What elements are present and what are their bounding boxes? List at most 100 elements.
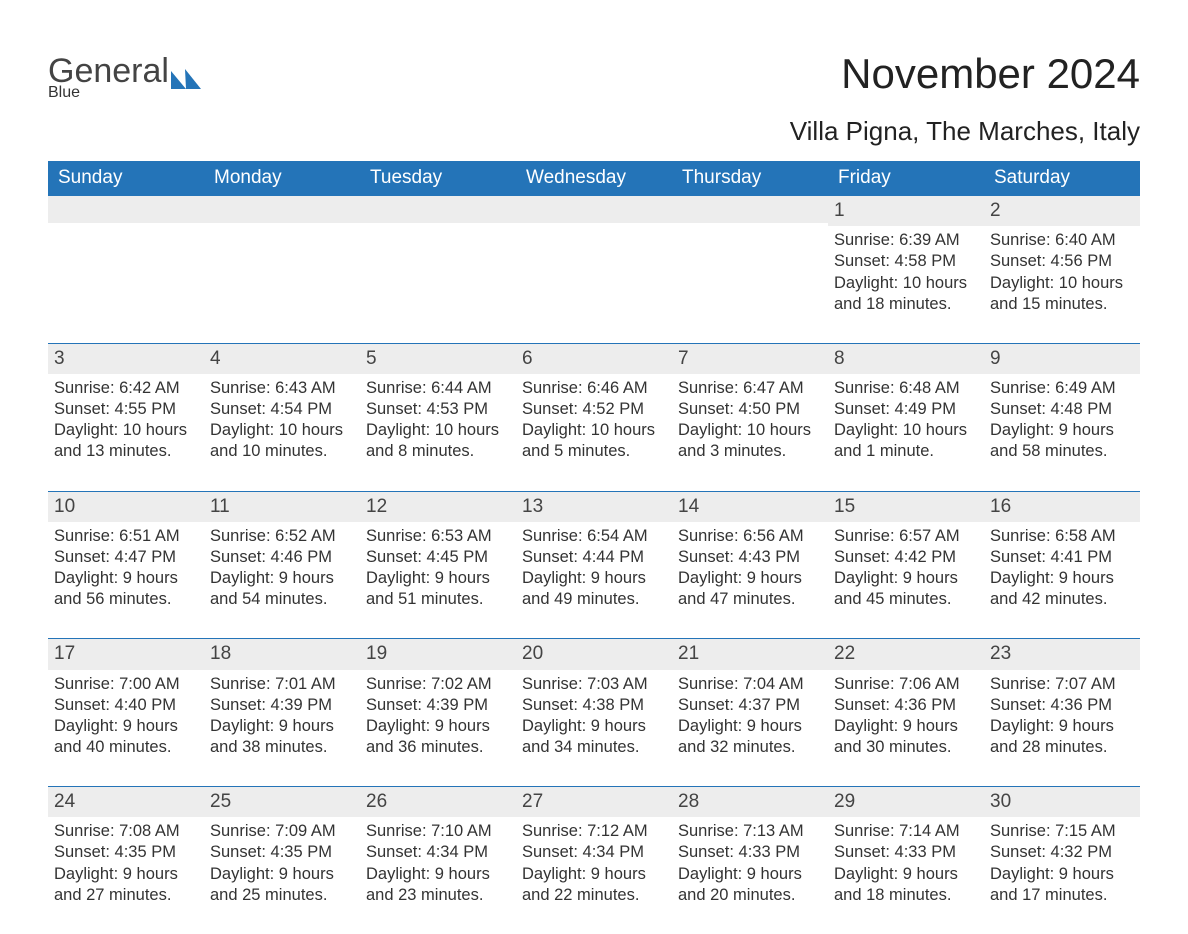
month-title: November 2024 bbox=[841, 50, 1140, 98]
day-details: Sunrise: 7:09 AMSunset: 4:35 PMDaylight:… bbox=[210, 821, 352, 905]
sunrise-text: Sunrise: 6:54 AM bbox=[522, 526, 664, 547]
day-details: Sunrise: 6:52 AMSunset: 4:46 PMDaylight:… bbox=[210, 526, 352, 610]
daylight-text: Daylight: 10 hours and 10 minutes. bbox=[210, 420, 352, 462]
brand-logo: General Blue bbox=[48, 50, 201, 102]
daylight-text: Daylight: 9 hours and 47 minutes. bbox=[678, 568, 820, 610]
calendar-week-row: 17Sunrise: 7:00 AMSunset: 4:40 PMDayligh… bbox=[48, 639, 1140, 787]
daylight-text: Daylight: 9 hours and 45 minutes. bbox=[834, 568, 976, 610]
calendar-week-row: 3 Sunrise: 6:42 AMSunset: 4:55 PMDaylight… bbox=[48, 343, 1140, 491]
day-number: 10 bbox=[48, 492, 204, 522]
sunset-text: Sunset: 4:36 PM bbox=[990, 695, 1132, 716]
daylight-text: Daylight: 9 hours and 25 minutes. bbox=[210, 864, 352, 906]
calendar-day-cell: 6Sunrise: 6:46 AMSunset: 4:52 PMDaylight… bbox=[516, 343, 672, 491]
daylight-text: Daylight: 9 hours and 51 minutes. bbox=[366, 568, 508, 610]
empty-day bbox=[360, 196, 516, 223]
day-number: 26 bbox=[360, 787, 516, 817]
empty-day bbox=[672, 196, 828, 223]
day-number: 16 bbox=[984, 492, 1140, 522]
day-number: 7 bbox=[672, 344, 828, 374]
sunset-text: Sunset: 4:50 PM bbox=[678, 399, 820, 420]
day-details: Sunrise: 6:44 AMSunset: 4:53 PMDaylight:… bbox=[366, 378, 508, 462]
day-number: 9 bbox=[984, 344, 1140, 374]
day-number: 3 bbox=[48, 344, 204, 374]
calendar-day-cell: 12Sunrise: 6:53 AMSunset: 4:45 PMDayligh… bbox=[360, 491, 516, 639]
daylight-text: Daylight: 9 hours and 34 minutes. bbox=[522, 716, 664, 758]
day-details: Sunrise: 7:10 AMSunset: 4:34 PMDaylight:… bbox=[366, 821, 508, 905]
daylight-text: Daylight: 9 hours and 32 minutes. bbox=[678, 716, 820, 758]
calendar-day-cell: 22 Sunrise: 7:06 AMSunset: 4:36 PMDayligh… bbox=[828, 639, 984, 787]
sunset-text: Sunset: 4:37 PM bbox=[678, 695, 820, 716]
calendar-day-cell: 27Sunrise: 7:12 AMSunset: 4:34 PMDayligh… bbox=[516, 787, 672, 934]
location-title: Villa Pigna, The Marches, Italy bbox=[48, 116, 1140, 147]
calendar-day-cell: 21Sunrise: 7:04 AMSunset: 4:37 PMDayligh… bbox=[672, 639, 828, 787]
daylight-text: Daylight: 10 hours and 1 minute. bbox=[834, 420, 976, 462]
calendar-day-cell: 28Sunrise: 7:13 AMSunset: 4:33 PMDayligh… bbox=[672, 787, 828, 934]
day-details: Sunrise: 6:56 AMSunset: 4:43 PMDaylight:… bbox=[678, 526, 820, 610]
calendar-table: SundayMondayTuesdayWednesdayThursdayFrid… bbox=[48, 161, 1140, 934]
sunrise-text: Sunrise: 7:06 AM bbox=[834, 674, 976, 695]
daylight-text: Daylight: 9 hours and 20 minutes. bbox=[678, 864, 820, 906]
sunrise-text: Sunrise: 6:40 AM bbox=[990, 230, 1132, 251]
brand-text-general: General bbox=[48, 54, 169, 88]
day-details: Sunrise: 6:39 AMSunset: 4:58 PMDaylight:… bbox=[834, 230, 976, 314]
day-details: Sunrise: 7:01 AMSunset: 4:39 PMDaylight:… bbox=[210, 674, 352, 758]
day-number: 13 bbox=[516, 492, 672, 522]
calendar-day-cell bbox=[204, 196, 360, 343]
sunrise-text: Sunrise: 6:56 AM bbox=[678, 526, 820, 547]
sunrise-text: Sunrise: 7:13 AM bbox=[678, 821, 820, 842]
empty-day bbox=[516, 196, 672, 223]
sunset-text: Sunset: 4:58 PM bbox=[834, 251, 976, 272]
sunset-text: Sunset: 4:34 PM bbox=[366, 842, 508, 863]
sunrise-text: Sunrise: 7:03 AM bbox=[522, 674, 664, 695]
calendar-day-cell: 19Sunrise: 7:02 AMSunset: 4:39 PMDayligh… bbox=[360, 639, 516, 787]
day-number: 8 bbox=[828, 344, 984, 374]
daylight-text: Daylight: 9 hours and 17 minutes. bbox=[990, 864, 1132, 906]
day-details: Sunrise: 7:06 AMSunset: 4:36 PMDaylight:… bbox=[834, 674, 976, 758]
daylight-text: Daylight: 10 hours and 5 minutes. bbox=[522, 420, 664, 462]
sunrise-text: Sunrise: 7:10 AM bbox=[366, 821, 508, 842]
sunset-text: Sunset: 4:33 PM bbox=[834, 842, 976, 863]
calendar-day-cell: 26 Sunrise: 7:10 AMSunset: 4:34 PMDayligh… bbox=[360, 787, 516, 934]
sunrise-text: Sunrise: 7:14 AM bbox=[834, 821, 976, 842]
sunrise-text: Sunrise: 6:53 AM bbox=[366, 526, 508, 547]
calendar-day-cell: 13Sunrise: 6:54 AMSunset: 4:44 PMDayligh… bbox=[516, 491, 672, 639]
day-number: 4 bbox=[204, 344, 360, 374]
day-number: 28 bbox=[672, 787, 828, 817]
sunrise-text: Sunrise: 7:02 AM bbox=[366, 674, 508, 695]
calendar-day-cell: 8 Sunrise: 6:48 AMSunset: 4:49 PMDaylight… bbox=[828, 343, 984, 491]
header: General Blue November 2024 bbox=[48, 50, 1140, 102]
daylight-text: Daylight: 9 hours and 42 minutes. bbox=[990, 568, 1132, 610]
day-number: 30 bbox=[984, 787, 1140, 817]
calendar-day-cell: 23Sunrise: 7:07 AMSunset: 4:36 PMDayligh… bbox=[984, 639, 1140, 787]
daylight-text: Daylight: 9 hours and 58 minutes. bbox=[990, 420, 1132, 462]
calendar-day-cell: 16 Sunrise: 6:58 AMSunset: 4:41 PMDayligh… bbox=[984, 491, 1140, 639]
day-details: Sunrise: 7:03 AMSunset: 4:38 PMDaylight:… bbox=[522, 674, 664, 758]
daylight-text: Daylight: 9 hours and 40 minutes. bbox=[54, 716, 196, 758]
calendar-day-cell: 7Sunrise: 6:47 AMSunset: 4:50 PMDaylight… bbox=[672, 343, 828, 491]
dayname-header: Thursday bbox=[672, 161, 828, 196]
day-details: Sunrise: 6:42 AMSunset: 4:55 PMDaylight:… bbox=[54, 378, 196, 462]
day-number: 18 bbox=[204, 639, 360, 669]
sunset-text: Sunset: 4:44 PM bbox=[522, 547, 664, 568]
day-number: 22 bbox=[828, 639, 984, 669]
day-number: 12 bbox=[360, 492, 516, 522]
flag-icon bbox=[171, 61, 201, 85]
sunset-text: Sunset: 4:49 PM bbox=[834, 399, 976, 420]
calendar-day-cell: 14Sunrise: 6:56 AMSunset: 4:43 PMDayligh… bbox=[672, 491, 828, 639]
day-details: Sunrise: 6:58 AMSunset: 4:41 PMDaylight:… bbox=[990, 526, 1132, 610]
sunrise-text: Sunrise: 7:08 AM bbox=[54, 821, 196, 842]
empty-day bbox=[204, 196, 360, 223]
calendar-day-cell: 11Sunrise: 6:52 AMSunset: 4:46 PMDayligh… bbox=[204, 491, 360, 639]
daylight-text: Daylight: 9 hours and 54 minutes. bbox=[210, 568, 352, 610]
sunset-text: Sunset: 4:39 PM bbox=[210, 695, 352, 716]
calendar-day-cell: 18 Sunrise: 7:01 AMSunset: 4:39 PMDayligh… bbox=[204, 639, 360, 787]
calendar-day-cell: 17Sunrise: 7:00 AMSunset: 4:40 PMDayligh… bbox=[48, 639, 204, 787]
sunset-text: Sunset: 4:36 PM bbox=[834, 695, 976, 716]
calendar-week-row: 24Sunrise: 7:08 AMSunset: 4:35 PMDayligh… bbox=[48, 787, 1140, 934]
calendar-day-cell: 30Sunrise: 7:15 AMSunset: 4:32 PMDayligh… bbox=[984, 787, 1140, 934]
sunrise-text: Sunrise: 7:01 AM bbox=[210, 674, 352, 695]
daylight-text: Daylight: 9 hours and 30 minutes. bbox=[834, 716, 976, 758]
day-details: Sunrise: 6:48 AMSunset: 4:49 PMDaylight:… bbox=[834, 378, 976, 462]
calendar-week-row: 10Sunrise: 6:51 AMSunset: 4:47 PMDayligh… bbox=[48, 491, 1140, 639]
dayname-header: Monday bbox=[204, 161, 360, 196]
